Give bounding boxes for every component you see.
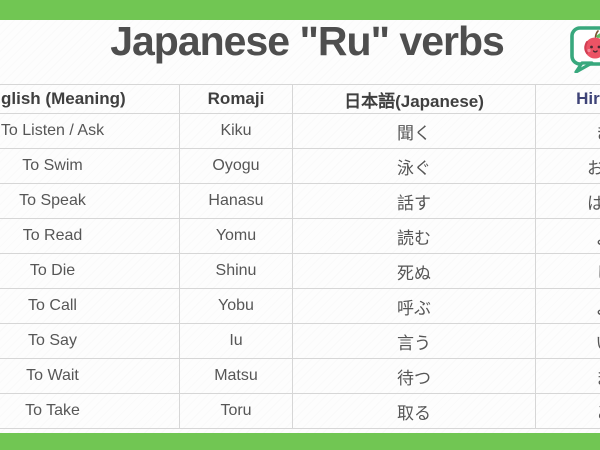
cell-romaji: Yobu bbox=[179, 288, 293, 324]
cell-english: To Wait bbox=[0, 358, 180, 394]
cell-japanese: 待つ bbox=[292, 358, 536, 394]
top-accent-bar bbox=[0, 0, 600, 20]
cell-japanese: 言う bbox=[292, 323, 536, 359]
cell-romaji: Yomu bbox=[179, 218, 293, 254]
table-row: To Read Yomu 読む よむ bbox=[0, 218, 600, 254]
table-row: To Listen / Ask Kiku 聞く きく bbox=[0, 113, 600, 149]
table-row: To Speak Hanasu 話す はなす bbox=[0, 183, 600, 219]
cell-romaji: Shinu bbox=[179, 253, 293, 289]
col-header-hiragana: Hiragana bbox=[535, 84, 600, 114]
col-header-english: English (Meaning) bbox=[0, 84, 180, 114]
cell-japanese: 聞く bbox=[292, 113, 536, 149]
col-header-romaji: Romaji bbox=[179, 84, 293, 114]
cell-hiragana: よぶ bbox=[535, 288, 600, 324]
cell-hiragana: しぬ bbox=[535, 253, 600, 289]
cell-hiragana: はなす bbox=[535, 183, 600, 219]
cell-romaji: Oyogu bbox=[179, 148, 293, 184]
table-row: To Say Iu 言う いう bbox=[0, 323, 600, 359]
table-row: To Call Yobu 呼ぶ よぶ bbox=[0, 288, 600, 324]
bottom-accent-bar bbox=[0, 433, 600, 450]
header-row: English (Meaning) Romaji 日本語(Japanese) H… bbox=[0, 84, 600, 114]
cell-english: To Call bbox=[0, 288, 180, 324]
cell-hiragana: まつ bbox=[535, 358, 600, 394]
cell-japanese: 取る bbox=[292, 393, 536, 429]
cell-japanese: 話す bbox=[292, 183, 536, 219]
cell-hiragana: いう bbox=[535, 323, 600, 359]
cell-japanese: 死ぬ bbox=[292, 253, 536, 289]
cell-japanese: 泳ぐ bbox=[292, 148, 536, 184]
cell-english: To Swim bbox=[0, 148, 180, 184]
cell-romaji: Matsu bbox=[179, 358, 293, 394]
cell-romaji: Hanasu bbox=[179, 183, 293, 219]
cell-romaji: Iu bbox=[179, 323, 293, 359]
table-row: To Die Shinu 死ぬ しぬ bbox=[0, 253, 600, 289]
cell-english: To Take bbox=[0, 393, 180, 429]
cell-romaji: Toru bbox=[179, 393, 293, 429]
apple-chat-icon bbox=[569, 25, 600, 74]
cell-english: To Read bbox=[0, 218, 180, 254]
cell-english: To Speak bbox=[0, 183, 180, 219]
cell-english: To Say bbox=[0, 323, 180, 359]
table-row: To Take Toru 取る とる bbox=[0, 393, 600, 429]
cell-hiragana: きく bbox=[535, 113, 600, 149]
cell-japanese: 読む bbox=[292, 218, 536, 254]
cell-hiragana: よむ bbox=[535, 218, 600, 254]
table-row: To Swim Oyogu 泳ぐ およぐ bbox=[0, 148, 600, 184]
cell-english: To Die bbox=[0, 253, 180, 289]
cell-romaji: Kiku bbox=[179, 113, 293, 149]
table-row: To Wait Matsu 待つ まつ bbox=[0, 358, 600, 394]
col-header-japanese: 日本語(Japanese) bbox=[292, 84, 536, 114]
cell-english: To Listen / Ask bbox=[0, 113, 180, 149]
cell-japanese: 呼ぶ bbox=[292, 288, 536, 324]
cell-hiragana: とる bbox=[535, 393, 600, 429]
verbs-table: English (Meaning) Romaji 日本語(Japanese) H… bbox=[0, 84, 600, 429]
cell-hiragana: およぐ bbox=[535, 148, 600, 184]
page-title: Japanese "Ru" verbs bbox=[110, 18, 505, 64]
